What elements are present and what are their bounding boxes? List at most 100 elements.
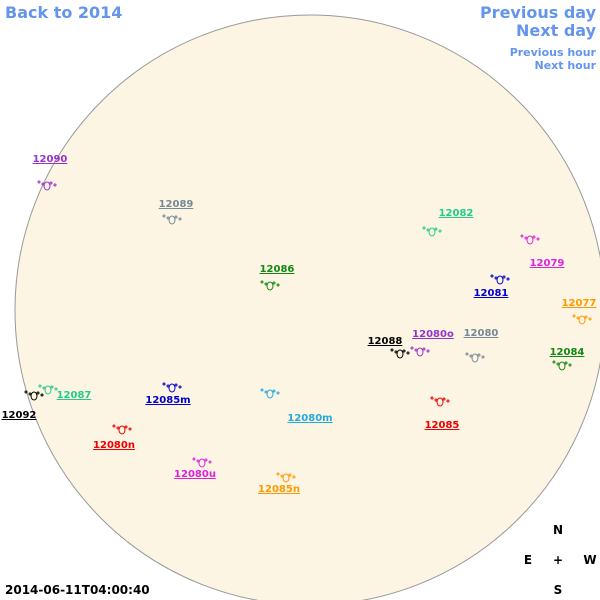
region-label: 12085n [258, 484, 300, 495]
sunspot [558, 361, 566, 371]
sunspot [276, 391, 280, 395]
sunspot [168, 215, 176, 225]
sunspot [438, 229, 442, 233]
sunspot [536, 237, 540, 241]
sunspot [162, 214, 166, 218]
sunspot-group [260, 280, 280, 291]
sunspot [124, 425, 128, 429]
sunspot [578, 315, 586, 325]
sunspot-group [572, 314, 592, 325]
region-label: 12080o [412, 329, 454, 340]
sunspot [422, 347, 426, 351]
sunspot [30, 391, 38, 401]
region-label: 12087 [57, 390, 92, 401]
region-label: 12081 [474, 288, 509, 299]
sunspot [568, 363, 572, 367]
sunspot [520, 234, 524, 238]
sunspot [37, 180, 41, 184]
sunspot [174, 215, 178, 219]
compass-center: + [553, 553, 563, 567]
region-label: 12085m [145, 395, 190, 406]
next-hour-link[interactable]: Next hour [535, 59, 597, 72]
sunspot [426, 349, 430, 353]
sunspot [38, 384, 42, 388]
sunspot-group [520, 234, 540, 245]
sunspot [128, 427, 132, 431]
sunspot [502, 275, 506, 279]
region-label: 12090 [33, 154, 68, 165]
sunspot-group [24, 390, 44, 401]
sunspot [436, 397, 444, 407]
sunspot [446, 399, 450, 403]
sunspot [53, 183, 57, 187]
sunspot [428, 227, 436, 237]
region-label: 12086 [260, 264, 295, 275]
sunspot-group [410, 346, 430, 357]
sunspot [490, 274, 494, 278]
sunspot [174, 383, 178, 387]
sunspot [532, 235, 536, 239]
sunspot [496, 275, 504, 285]
sunspot [178, 217, 182, 221]
sunspot [396, 349, 404, 359]
sunspot [552, 360, 556, 364]
region-label: 12080n [93, 440, 135, 451]
sunspot [406, 351, 410, 355]
sunspot [572, 314, 576, 318]
region-label: 12080m [287, 413, 332, 424]
sunspot [526, 235, 534, 245]
next-day-link[interactable]: Next day [516, 21, 597, 40]
previous-hour-link[interactable]: Previous hour [510, 46, 597, 59]
sunspot [506, 277, 510, 281]
sunspot-group [430, 396, 450, 407]
sunspot [260, 280, 264, 284]
sunspot-group [260, 388, 280, 399]
sunspot [272, 281, 276, 285]
sunspot-group [490, 274, 510, 285]
sunspot [168, 383, 176, 393]
region-label: 12088 [368, 336, 403, 347]
sunspot [49, 181, 53, 185]
region-label: 12077 [562, 298, 597, 309]
sunspot-group [112, 424, 132, 435]
sunspot [54, 387, 58, 391]
sunspot [192, 457, 196, 461]
sunspot [24, 390, 28, 394]
sunspot [112, 424, 116, 428]
sunspot [471, 353, 479, 363]
sunspot [588, 317, 592, 321]
sunspot [465, 352, 469, 356]
sunspot [564, 361, 568, 365]
sunspot [266, 389, 274, 399]
region-label: 12079 [530, 258, 565, 269]
sunspot-group [465, 352, 485, 363]
sunspot [422, 226, 426, 230]
sunspot-group [422, 226, 442, 237]
sunspot [477, 353, 481, 357]
sunspot-group [37, 180, 57, 191]
sunspot [288, 473, 292, 477]
sunspot [118, 425, 126, 435]
sunspot [198, 458, 206, 468]
sunspot [282, 473, 290, 483]
back-link[interactable]: Back to 2014 [5, 3, 122, 22]
compass-west: W [583, 553, 596, 567]
sunspot [204, 458, 208, 462]
sunspot [50, 385, 54, 389]
sunspot [44, 385, 52, 395]
timestamp: 2014-06-11T04:00:40 [5, 583, 150, 597]
previous-day-link[interactable]: Previous day [480, 3, 597, 22]
sunspot [178, 385, 182, 389]
sunspot [40, 393, 44, 397]
sunspot [292, 475, 296, 479]
sunspot-group [276, 472, 296, 483]
sunspot [36, 391, 40, 395]
sunspot [260, 388, 264, 392]
sunspot [481, 355, 485, 359]
sunspot [584, 315, 588, 319]
sunspot [416, 347, 424, 357]
sunspot [162, 382, 166, 386]
solar-disk [14, 14, 600, 600]
sunspot [402, 349, 406, 353]
sunspot [390, 348, 394, 352]
